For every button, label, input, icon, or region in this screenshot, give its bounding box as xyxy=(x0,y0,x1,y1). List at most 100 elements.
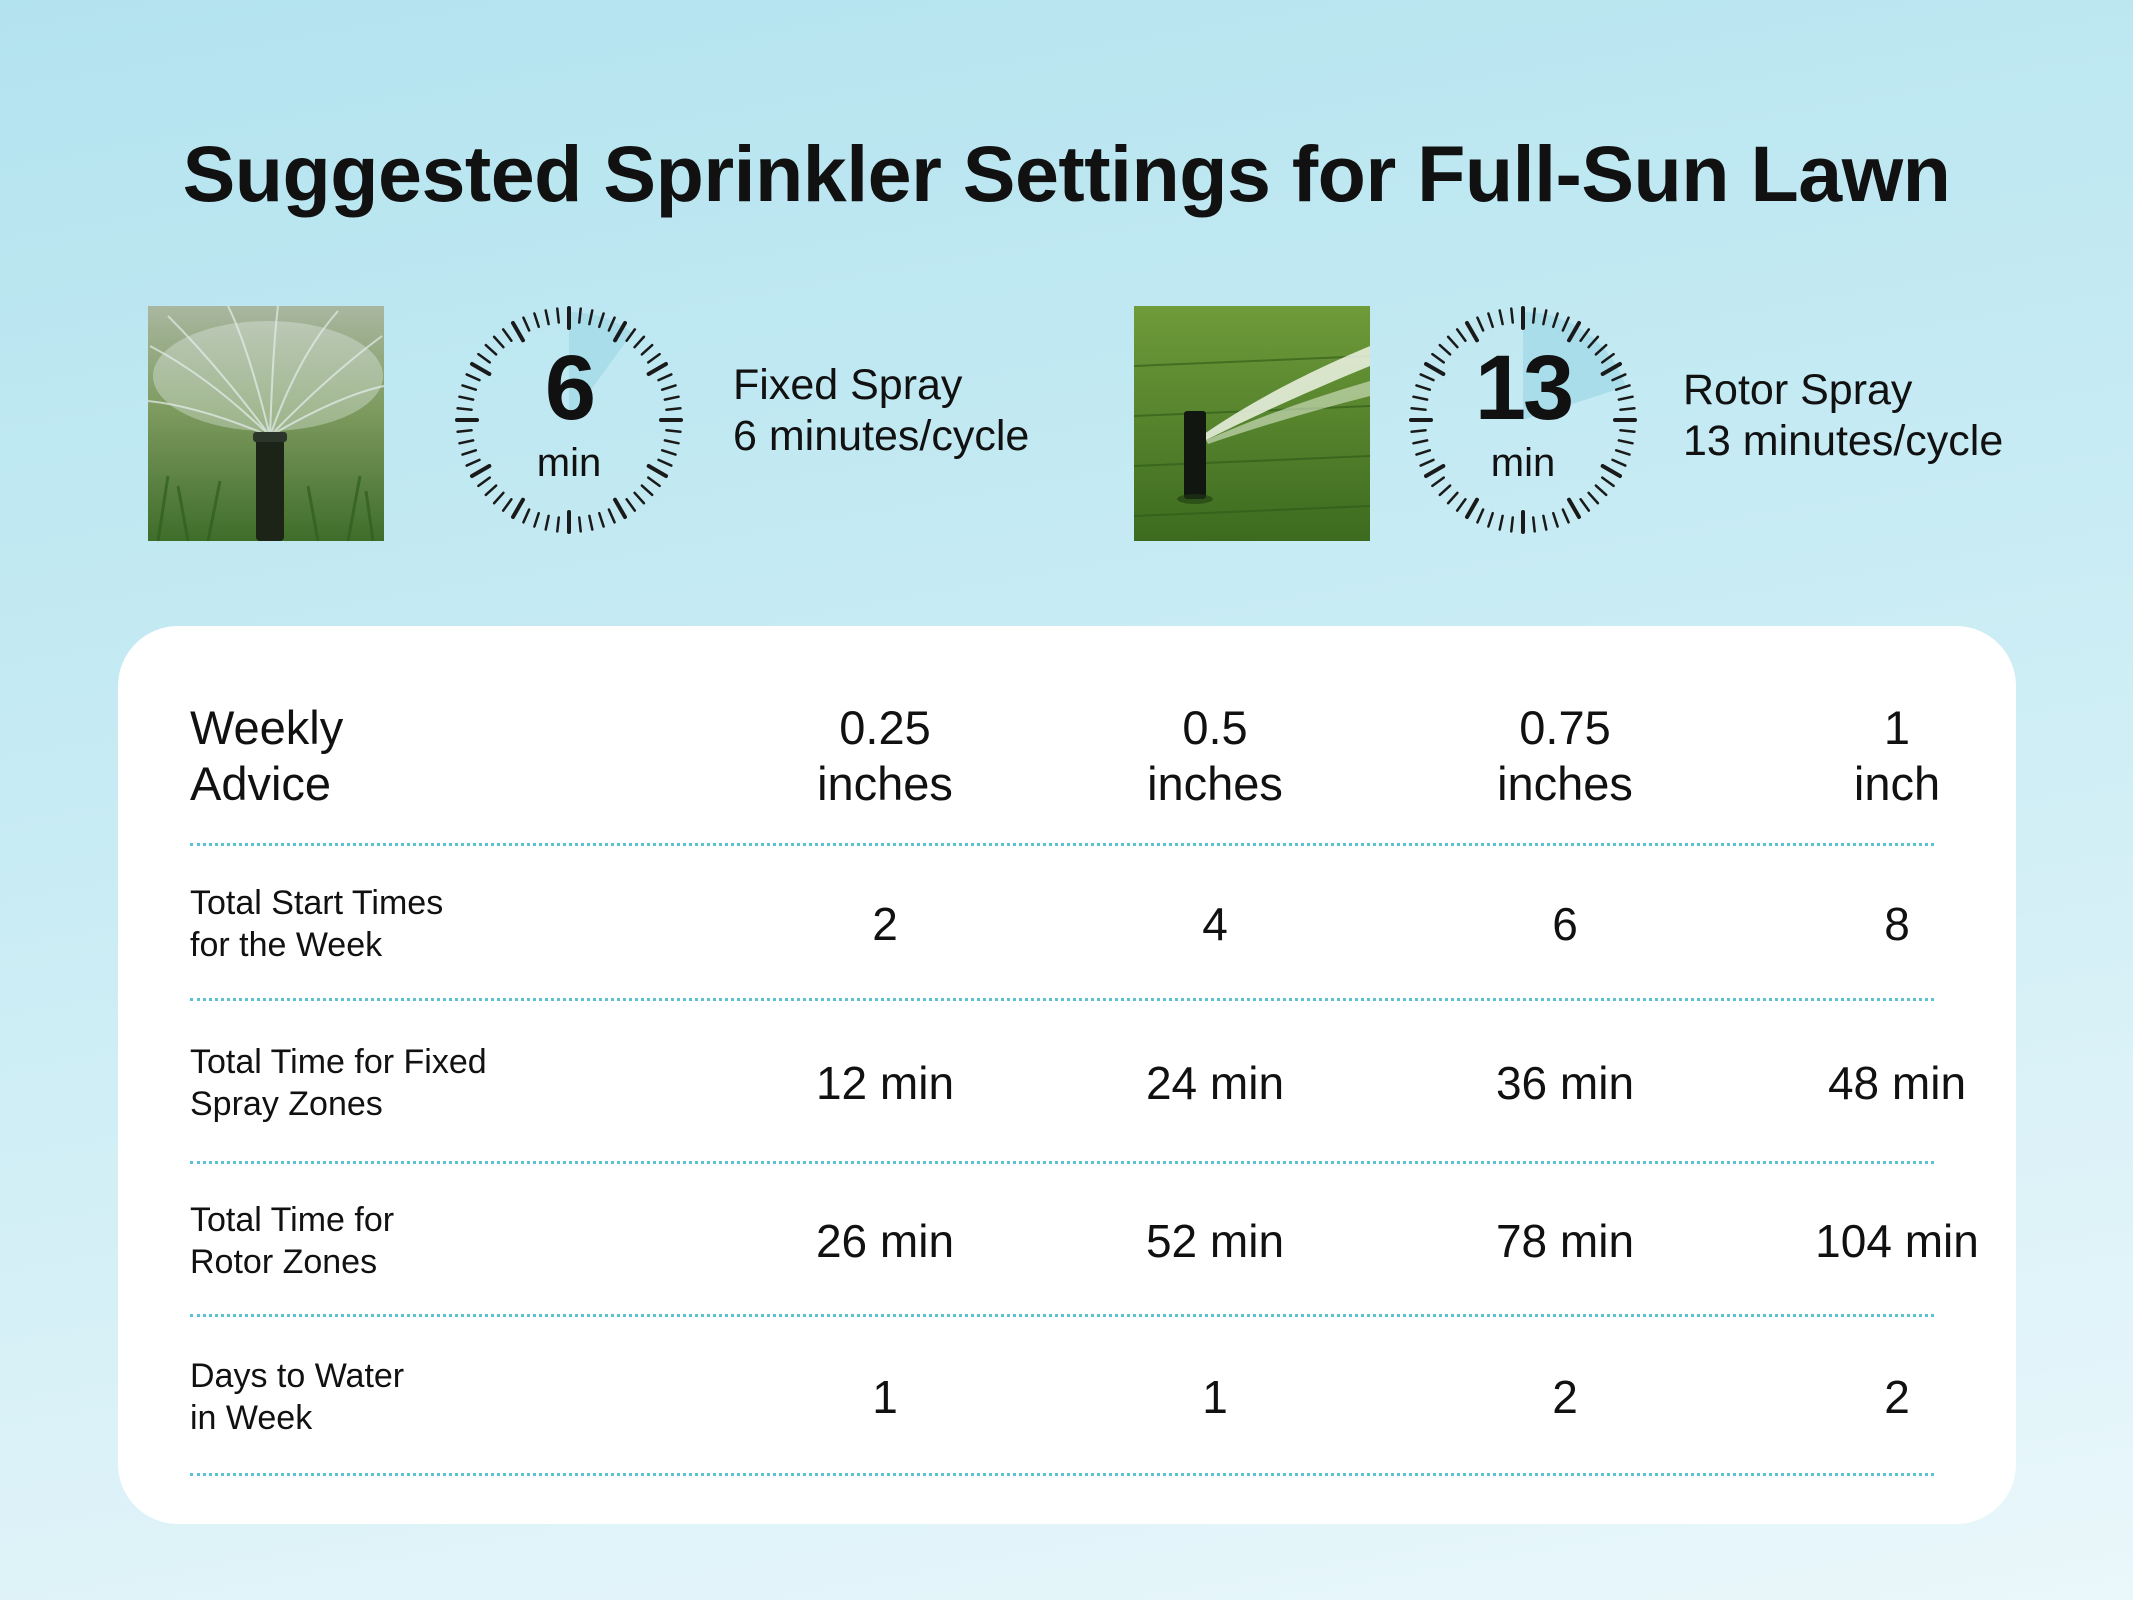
table-cell: 26 min xyxy=(815,1214,955,1267)
timer-tick xyxy=(522,508,531,524)
column-value: 1 xyxy=(1883,701,1911,754)
table-header-row: Weekly Advice 0.25 inches 0.5 inches 0.75 i… xyxy=(190,666,1940,846)
timer-tick xyxy=(1619,428,1636,433)
rotor-spray-rate: 13 minutes/cycle xyxy=(1683,417,2004,465)
table-cell: 52 min xyxy=(1145,1214,1285,1267)
row-label-line2: for the Week xyxy=(190,925,383,964)
row-label: Total Start Times for the Week xyxy=(190,846,443,1001)
timer-tick xyxy=(1601,352,1615,364)
timer-tick xyxy=(1579,328,1591,342)
timer-tick xyxy=(456,407,473,412)
timer-tick xyxy=(1424,464,1446,478)
timer-tick xyxy=(1455,328,1467,342)
table-row: Total Start Times for the Week 2 4 6 8 xyxy=(190,846,1934,1001)
timer-tick xyxy=(1567,497,1581,519)
timer-tick xyxy=(657,373,673,382)
timer-tick xyxy=(598,312,605,329)
timer-tick xyxy=(1561,316,1570,332)
column-unit: inches xyxy=(817,757,953,810)
timer-tick xyxy=(665,407,682,412)
timer-tick xyxy=(1510,307,1515,324)
timer-tick xyxy=(1455,498,1467,512)
timer-tick xyxy=(1542,514,1548,531)
rotor-spray-label: Rotor Spray 13 minutes/cycle xyxy=(1683,365,2003,467)
rotor-timer-unit: min xyxy=(1490,441,1556,485)
timer-tick xyxy=(577,516,582,533)
timer-tick xyxy=(470,464,492,478)
timer-tick xyxy=(646,362,668,376)
fixed-timer-unit: min xyxy=(536,441,602,485)
timer-tick xyxy=(477,476,491,488)
row-label-line2: Rotor Zones xyxy=(190,1242,378,1281)
timer-tick xyxy=(1561,508,1570,524)
timer-tick xyxy=(1614,449,1631,456)
timer-tick xyxy=(598,511,605,528)
table-row: Total Time for Rotor Zones 26 min 52 min … xyxy=(190,1164,1979,1317)
timer-tick xyxy=(1594,484,1608,497)
timer-tick xyxy=(1552,312,1559,329)
dotted-divider xyxy=(190,1473,1934,1476)
table-cell: 36 min xyxy=(1495,1056,1635,1109)
timer-tick xyxy=(1487,511,1494,528)
table-cell: 1 xyxy=(1202,1370,1228,1423)
timer-tick xyxy=(492,335,505,349)
timer-tick xyxy=(556,307,561,324)
table-cell: 24 min xyxy=(1145,1056,1285,1109)
timer-tick xyxy=(492,491,505,505)
timer-tick xyxy=(607,316,616,332)
table-row: Total Time for Fixed Spray Zones 12 min 2… xyxy=(190,1001,1966,1164)
timer-tick xyxy=(607,508,616,524)
timer-tick xyxy=(484,484,498,497)
timer-tick xyxy=(633,335,646,349)
timer-tick xyxy=(511,497,525,519)
dotted-divider xyxy=(190,1314,1934,1317)
column-header: 1 inch xyxy=(1767,666,2027,846)
timer-tick xyxy=(556,516,561,533)
row-label-line1: Total Time for Fixed xyxy=(190,1042,487,1081)
timer-tick xyxy=(1438,484,1452,497)
rotor-timer-value: 13 xyxy=(1474,337,1574,439)
table-cell: 2 xyxy=(872,897,898,950)
timer-tick xyxy=(1465,497,1479,519)
table-cell: 4 xyxy=(1202,897,1228,950)
timer-tick xyxy=(511,321,525,343)
table-cell: 1 xyxy=(872,1370,898,1423)
timer-tick xyxy=(1465,321,1479,343)
column-unit: inches xyxy=(1147,757,1283,810)
timer-tick xyxy=(1531,307,1536,324)
fixed-spray-photo xyxy=(148,306,384,541)
timer-tick xyxy=(1410,428,1427,433)
dotted-divider xyxy=(190,998,1934,1001)
timer-tick xyxy=(613,497,627,519)
timer-tick xyxy=(1611,373,1627,382)
timer-tick xyxy=(544,514,550,531)
timer-tick xyxy=(544,309,550,326)
timer-tick xyxy=(625,328,637,342)
timer-tick xyxy=(1587,491,1600,505)
timer-tick xyxy=(1412,395,1429,401)
dotted-divider xyxy=(190,1161,1934,1164)
timer-tick xyxy=(633,491,646,505)
page-title: Suggested Sprinkler Settings for Full-Su… xyxy=(182,129,1951,218)
timer-tick xyxy=(533,511,540,528)
row-label: Total Time for Fixed Spray Zones xyxy=(190,1001,487,1164)
timer-tick xyxy=(1542,309,1548,326)
table-cell: 104 min xyxy=(1815,1214,1979,1267)
dotted-divider xyxy=(190,843,1934,846)
rotor-spray-photo xyxy=(1134,306,1370,541)
column-value: 0.25 xyxy=(839,701,931,754)
timer-tick xyxy=(477,352,491,364)
timer-tick xyxy=(533,312,540,329)
row-label-line2: in Week xyxy=(190,1398,313,1437)
timer-tick xyxy=(1487,312,1494,329)
timer-tick xyxy=(1552,511,1559,528)
timer-tick xyxy=(613,321,627,343)
timer-tick xyxy=(1619,407,1636,412)
fixed-spray-timer: 6 min xyxy=(449,300,689,540)
timer-tick xyxy=(588,309,594,326)
fixed-spray-name: Fixed Spray xyxy=(733,361,963,409)
timer-tick xyxy=(501,498,513,512)
table-cell: 2 xyxy=(1884,1370,1910,1423)
timer-tick xyxy=(1476,316,1485,332)
timer-tick xyxy=(1611,458,1627,467)
